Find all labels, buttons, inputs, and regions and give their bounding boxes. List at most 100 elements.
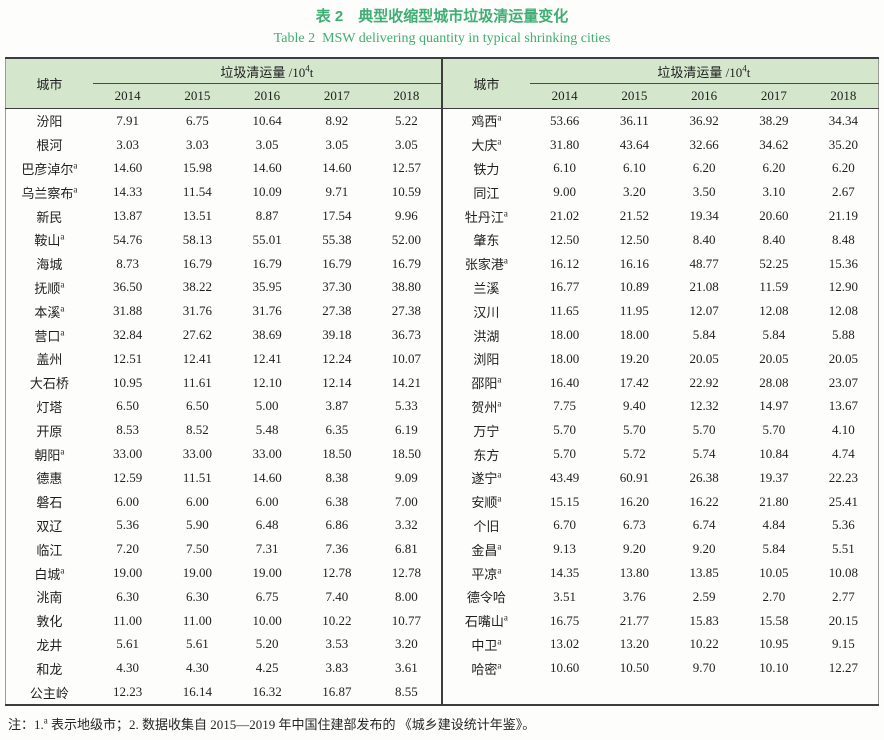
city-cell: 铁力 bbox=[473, 161, 500, 177]
table-row: 盖州 12.51 12.41 12.41 12.24 10.07 bbox=[6, 347, 442, 371]
value-cell: 31.76 bbox=[182, 303, 212, 319]
value-cell: 38.80 bbox=[391, 279, 421, 295]
value-cell: 3.61 bbox=[394, 660, 418, 676]
value-cell: 31.80 bbox=[549, 136, 580, 152]
value-cell: 2.70 bbox=[762, 588, 786, 604]
value-cell: 8.55 bbox=[394, 684, 418, 700]
value-cell: 20.05 bbox=[828, 350, 858, 366]
value-cell: 6.75 bbox=[185, 112, 209, 128]
value-cell: 10.59 bbox=[391, 184, 421, 200]
prefecture-marker: a bbox=[497, 136, 502, 147]
table-row: 万宁 5.70 5.70 5.70 5.70 4.10 bbox=[443, 418, 879, 442]
value-cell: 9.15 bbox=[831, 636, 855, 652]
value-cell: 5.72 bbox=[622, 446, 646, 462]
value-cell: 12.50 bbox=[549, 231, 580, 247]
value-cell: 6.74 bbox=[692, 517, 716, 533]
table-row: 兰溪 16.77 10.89 21.08 11.59 12.90 bbox=[443, 276, 879, 300]
value-cell: 12.41 bbox=[252, 350, 282, 366]
value-cell: 4.74 bbox=[831, 446, 855, 462]
empty-cell bbox=[669, 680, 739, 704]
value-cell: 27.38 bbox=[391, 303, 421, 319]
city-cell: 遂宁a bbox=[471, 470, 502, 487]
value-cell: 15.98 bbox=[182, 160, 212, 176]
value-cell: 12.10 bbox=[252, 374, 282, 390]
value-cell: 16.12 bbox=[549, 255, 580, 271]
value-cell: 36.50 bbox=[112, 279, 143, 295]
city-cell: 乌兰察布a bbox=[21, 184, 78, 201]
value-cell: 60.91 bbox=[619, 469, 649, 485]
value-cell: 3.51 bbox=[553, 588, 576, 604]
city-cell: 石嘴山a bbox=[464, 612, 508, 630]
value-cell: 5.20 bbox=[255, 636, 279, 652]
table-row: 洮南 6.30 6.30 6.75 7.40 8.00 bbox=[6, 585, 442, 609]
value-cell: 21.02 bbox=[549, 208, 580, 224]
value-cell: 43.64 bbox=[619, 136, 649, 152]
value-cell: 5.70 bbox=[553, 446, 576, 462]
value-cell: 5.70 bbox=[553, 422, 576, 438]
city-cell: 哈密a bbox=[471, 660, 502, 677]
value-cell: 12.57 bbox=[391, 160, 421, 176]
value-cell: 20.05 bbox=[689, 350, 719, 366]
value-cell: 21.08 bbox=[689, 279, 719, 295]
prefecture-marker: a bbox=[503, 255, 508, 266]
table-row: 临江 7.20 7.50 7.31 7.36 6.81 bbox=[6, 537, 442, 561]
value-cell: 32.66 bbox=[689, 136, 719, 152]
quantity-header-cell: 垃圾清运量 /104t bbox=[529, 59, 879, 84]
value-cell: 6.00 bbox=[116, 493, 139, 509]
value-cell: 16.87 bbox=[322, 684, 352, 700]
value-cell: 13.80 bbox=[619, 565, 649, 581]
value-cell: 10.50 bbox=[619, 660, 649, 676]
city-cell: 开原 bbox=[36, 423, 63, 439]
value-cell: 5.74 bbox=[692, 446, 716, 462]
value-cell: 9.96 bbox=[394, 208, 418, 224]
city-cell: 东方 bbox=[473, 447, 500, 463]
value-cell: 3.32 bbox=[394, 517, 418, 533]
empty-cell bbox=[599, 680, 669, 704]
table-row: 鸡西a 53.66 36.11 36.92 38.29 34.34 bbox=[443, 109, 879, 133]
value-cell: 21.80 bbox=[759, 493, 789, 509]
value-cell: 3.53 bbox=[325, 636, 349, 652]
city-cell: 盖州 bbox=[36, 352, 63, 368]
value-cell: 5.61 bbox=[116, 636, 139, 652]
city-cell: 鞍山a bbox=[34, 232, 65, 249]
prefecture-marker: a bbox=[497, 398, 502, 409]
value-cell: 6.10 bbox=[553, 160, 576, 176]
table-row: 鞍山a 54.76 58.13 55.01 55.38 52.00 bbox=[6, 228, 442, 252]
value-cell: 6.81 bbox=[394, 541, 418, 557]
value-cell: 37.30 bbox=[322, 279, 352, 295]
value-cell: 16.77 bbox=[549, 279, 580, 295]
value-cell: 12.50 bbox=[619, 231, 649, 247]
city-cell: 牡丹江a bbox=[464, 208, 508, 225]
value-cell: 6.50 bbox=[185, 398, 209, 414]
value-cell: 33.00 bbox=[182, 446, 212, 462]
value-cell: 12.07 bbox=[689, 303, 719, 319]
value-cell: 36.11 bbox=[619, 112, 649, 128]
city-cell: 双辽 bbox=[36, 518, 63, 534]
table-row: 朝阳a 33.00 33.00 33.00 18.50 18.50 bbox=[6, 442, 442, 466]
value-cell: 8.52 bbox=[185, 422, 209, 438]
table-row: 邵阳a 16.40 17.42 22.92 28.08 23.07 bbox=[443, 371, 879, 395]
value-cell: 7.50 bbox=[185, 541, 209, 557]
value-cell: 33.00 bbox=[112, 446, 143, 462]
table-row: 本溪a 31.88 31.76 31.76 27.38 27.38 bbox=[6, 299, 442, 323]
value-cell: 8.87 bbox=[255, 208, 279, 224]
value-cell: 9.70 bbox=[692, 660, 716, 676]
value-cell: 27.62 bbox=[182, 327, 212, 343]
value-cell: 28.08 bbox=[759, 374, 789, 390]
value-cell: 7.36 bbox=[325, 541, 349, 557]
value-cell: 54.76 bbox=[112, 231, 143, 247]
city-cell: 白城a bbox=[34, 565, 65, 582]
value-cell: 15.15 bbox=[549, 493, 580, 509]
value-cell: 10.08 bbox=[828, 565, 858, 581]
value-cell: 12.78 bbox=[322, 565, 352, 581]
value-cell: 19.00 bbox=[252, 565, 282, 581]
table-row: 遂宁a 43.49 60.91 26.38 19.37 22.23 bbox=[443, 466, 879, 490]
city-cell: 德令哈 bbox=[466, 590, 506, 606]
prefecture-marker: a bbox=[497, 541, 502, 552]
prefecture-marker: a bbox=[503, 208, 508, 219]
value-cell: 8.73 bbox=[116, 255, 139, 271]
value-cell: 7.31 bbox=[255, 541, 279, 557]
value-cell: 14.21 bbox=[391, 374, 421, 390]
value-cell: 16.79 bbox=[322, 255, 352, 271]
